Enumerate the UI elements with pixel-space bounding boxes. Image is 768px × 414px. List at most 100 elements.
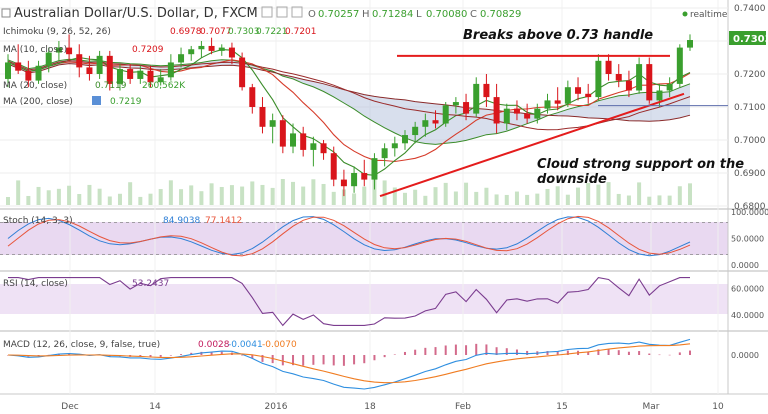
volume-bar — [352, 193, 357, 205]
candle-body — [391, 143, 398, 149]
eye-icon[interactable] — [261, 6, 273, 18]
candle-body — [493, 97, 500, 124]
last-price-value: 0.7303 — [733, 34, 768, 45]
volume-bar — [484, 187, 489, 205]
macd-histogram-bar — [526, 350, 529, 355]
macd-value-2: -0.0041 — [228, 340, 263, 350]
volume-bar — [606, 182, 611, 205]
volume-bar — [576, 187, 581, 205]
candle-body — [269, 120, 276, 127]
macd-histogram-bar — [556, 351, 559, 355]
macd-histogram-bar — [220, 351, 223, 355]
stoch-label: Stoch (14, 3, 3) — [3, 216, 73, 226]
macd-histogram-bar — [312, 355, 315, 365]
macd-histogram-bar — [597, 349, 600, 355]
volume-bar — [637, 182, 642, 205]
candle-body — [218, 47, 225, 51]
annotation-support-1: Cloud strong support on the — [537, 157, 744, 172]
close-icon[interactable] — [291, 6, 303, 18]
candle-body — [463, 102, 470, 114]
ohlc-c-value: 0.70829 — [480, 9, 521, 20]
rsi-axis-label: 40.0000 — [731, 311, 764, 320]
volume-bar — [433, 187, 438, 205]
settings-icon[interactable] — [92, 96, 101, 105]
volume-bar — [6, 197, 10, 205]
ichimoku-value-2: 0.7077 — [200, 27, 232, 37]
candle-body — [127, 69, 134, 79]
candle-body — [351, 173, 358, 187]
macd-histogram-bar — [668, 354, 671, 356]
realtime-label: realtime — [690, 10, 728, 20]
macd-line — [7, 338, 691, 390]
volume-bar — [677, 186, 682, 205]
volume-bar — [87, 184, 92, 205]
ma200-value: 0.7219 — [110, 97, 142, 107]
ohlc-o-label: O — [308, 9, 316, 20]
macd-histogram-bar — [281, 355, 284, 366]
volume-bar — [158, 189, 163, 205]
time-axis-label: 14 — [149, 402, 161, 412]
ohlc-h-value: 0.71284 — [372, 9, 413, 20]
candle-body — [676, 47, 683, 84]
candlesticks — [5, 34, 693, 197]
volume-bar — [36, 186, 41, 205]
time-axis-label: Mar — [643, 402, 660, 412]
stoch-axis-label: 0.0000 — [731, 261, 759, 270]
settings-icon[interactable] — [276, 6, 288, 18]
macd-histogram-bar — [414, 349, 417, 355]
volume-bar — [494, 194, 499, 205]
candle-body — [228, 47, 235, 58]
annotation-breakout: Breaks above 0.73 handle — [463, 28, 653, 43]
candle-body — [330, 153, 337, 180]
macd-histogram-bar — [617, 350, 620, 355]
volume-bar — [688, 183, 692, 205]
ma10-label: MA (10, close) — [3, 45, 67, 55]
volume-bar — [525, 194, 530, 205]
rsi-axis-label: 60.0000 — [731, 284, 764, 293]
volume-bar — [616, 193, 621, 205]
macd-histogram-bar — [505, 348, 508, 355]
volume-bar — [26, 195, 31, 205]
candle-body — [656, 90, 663, 101]
macd-histogram-bar — [332, 355, 335, 366]
volume-bar — [514, 191, 519, 205]
candle-body — [137, 70, 144, 79]
volume-bar — [128, 182, 133, 205]
time-axis-label: 15 — [556, 402, 567, 412]
price-axis-label: 0.7100 — [734, 103, 766, 113]
volume-bar — [219, 186, 224, 205]
candle-body — [167, 62, 174, 78]
volume-bar — [291, 181, 296, 205]
ohlc-o-value: 0.70257 — [318, 9, 359, 20]
candle-body — [422, 120, 429, 127]
candle-body — [76, 54, 83, 68]
volume-bar — [464, 182, 469, 205]
volume-bar — [545, 188, 550, 205]
volume-bar — [138, 196, 143, 205]
macd-histogram-bar — [546, 351, 549, 355]
volume-bar — [555, 186, 560, 205]
ma10-line — [7, 59, 691, 163]
volume-bar — [321, 183, 326, 205]
volume-bar — [392, 187, 397, 205]
candle-body — [340, 179, 347, 187]
volume-bar — [97, 188, 102, 205]
collapse-icon[interactable] — [1, 8, 11, 18]
header-icons[interactable] — [261, 6, 303, 18]
volume-bar — [107, 196, 112, 205]
time-axis-label: 2016 — [265, 402, 288, 412]
macd-histogram-bar — [68, 353, 71, 355]
volume-bar — [179, 189, 184, 205]
macd-histogram-bar — [241, 355, 244, 356]
macd-histogram-bar — [180, 354, 183, 355]
macd-histogram-bar — [424, 347, 427, 355]
price-axis-label: 0.6900 — [734, 169, 766, 179]
macd-histogram-bar — [159, 355, 162, 357]
ichimoku-value-3: 0.7303 — [228, 27, 260, 37]
candle-body — [636, 64, 643, 91]
volume-bar — [565, 194, 570, 205]
macd-plot — [7, 338, 691, 390]
macd-histogram-bar — [566, 350, 569, 355]
candle-body — [106, 55, 113, 84]
